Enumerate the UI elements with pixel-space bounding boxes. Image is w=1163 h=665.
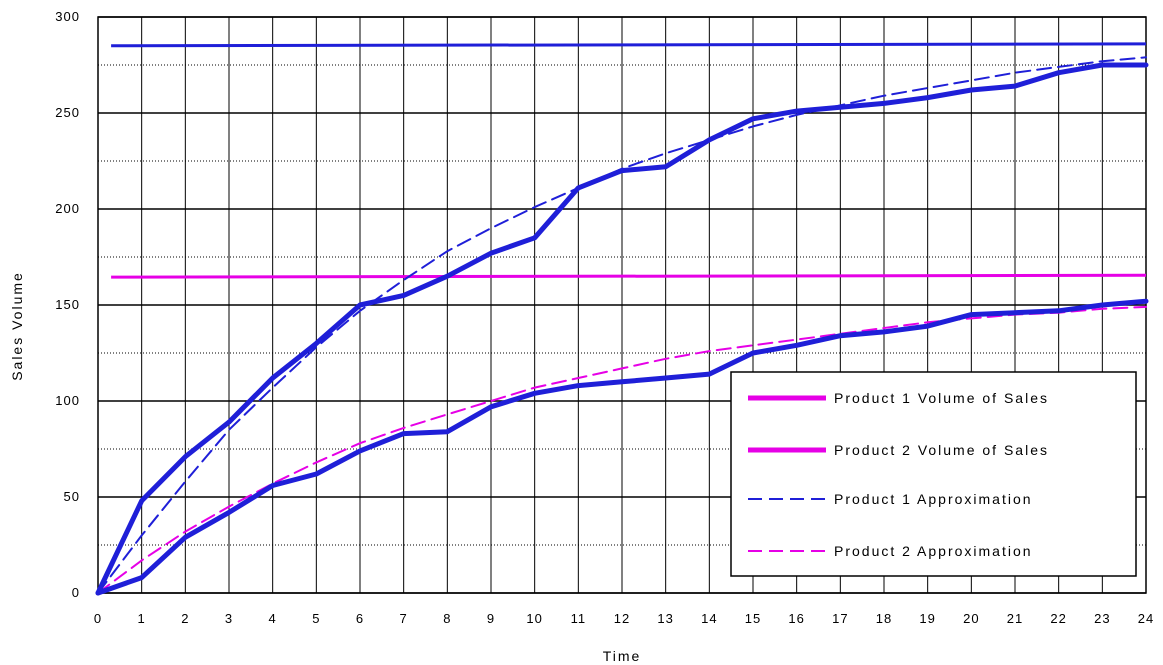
x-tick-label: 14 <box>701 611 717 626</box>
y-tick-label: 200 <box>55 201 80 216</box>
x-tick-label: 6 <box>356 611 364 626</box>
x-tick-label: 10 <box>526 611 542 626</box>
x-tick-label: 7 <box>400 611 408 626</box>
series-line <box>95 298 1149 596</box>
plot-area-frame <box>97 16 1147 594</box>
x-tick-label: 18 <box>876 611 892 626</box>
x-tick-label: 8 <box>443 611 451 626</box>
x-tick-label: 0 <box>94 611 102 626</box>
x-tick-label: 2 <box>181 611 189 626</box>
series-line <box>97 305 1147 594</box>
y-tick-label: 250 <box>55 105 80 120</box>
x-tick-label: 13 <box>657 611 673 626</box>
x-tick-label: 22 <box>1050 611 1066 626</box>
y-tick-label: 150 <box>55 297 80 312</box>
x-tick-label: 19 <box>919 611 935 626</box>
legend-label: Product 1 Volume of Sales <box>834 390 1049 406</box>
reference-lines <box>111 42 1147 279</box>
x-tick-label: 23 <box>1094 611 1110 626</box>
legend-label: Product 2 Approximation <box>834 543 1033 559</box>
x-tick-label: 20 <box>963 611 979 626</box>
legend: Product 1 Volume of Sales Product 2 Volum… <box>730 371 1137 577</box>
reference-line <box>111 273 1147 279</box>
x-tick-label: 9 <box>487 611 495 626</box>
y-tick-label: 300 <box>55 9 80 24</box>
y-tick-label: 100 <box>55 393 80 408</box>
x-tick-label: 3 <box>225 611 233 626</box>
y-axis-title: Sales Volume <box>9 271 25 381</box>
y-axis-ticks: 0 50 100 150 200 250 300 <box>55 9 80 600</box>
x-tick-label: 5 <box>312 611 320 626</box>
y-tick-label: 0 <box>72 585 80 600</box>
x-tick-label: 16 <box>788 611 804 626</box>
legend-box <box>730 371 1137 577</box>
x-tick-label: 24 <box>1138 611 1154 626</box>
x-tick-label: 11 <box>571 611 587 626</box>
x-axis-title: Time <box>603 648 642 664</box>
series-line <box>95 62 1149 596</box>
series-layer <box>95 56 1149 596</box>
x-tick-label: 4 <box>269 611 277 626</box>
y-tick-label: 50 <box>64 489 80 504</box>
x-axis-ticks: 0 1 2 3 4 5 6 7 8 9 10 11 12 13 14 15 16 17 18 19 20 21 22 23 24 <box>94 611 1154 626</box>
reference-line <box>111 42 1147 48</box>
x-tick-label: 21 <box>1007 611 1023 626</box>
x-tick-label: 12 <box>614 611 630 626</box>
x-tick-label: 17 <box>832 611 848 626</box>
legend-label: Product 1 Approximation <box>834 491 1033 507</box>
legend-label: Product 2 Volume of Sales <box>834 442 1049 458</box>
x-tick-label: 1 <box>138 611 146 626</box>
x-tick-label: 15 <box>745 611 761 626</box>
